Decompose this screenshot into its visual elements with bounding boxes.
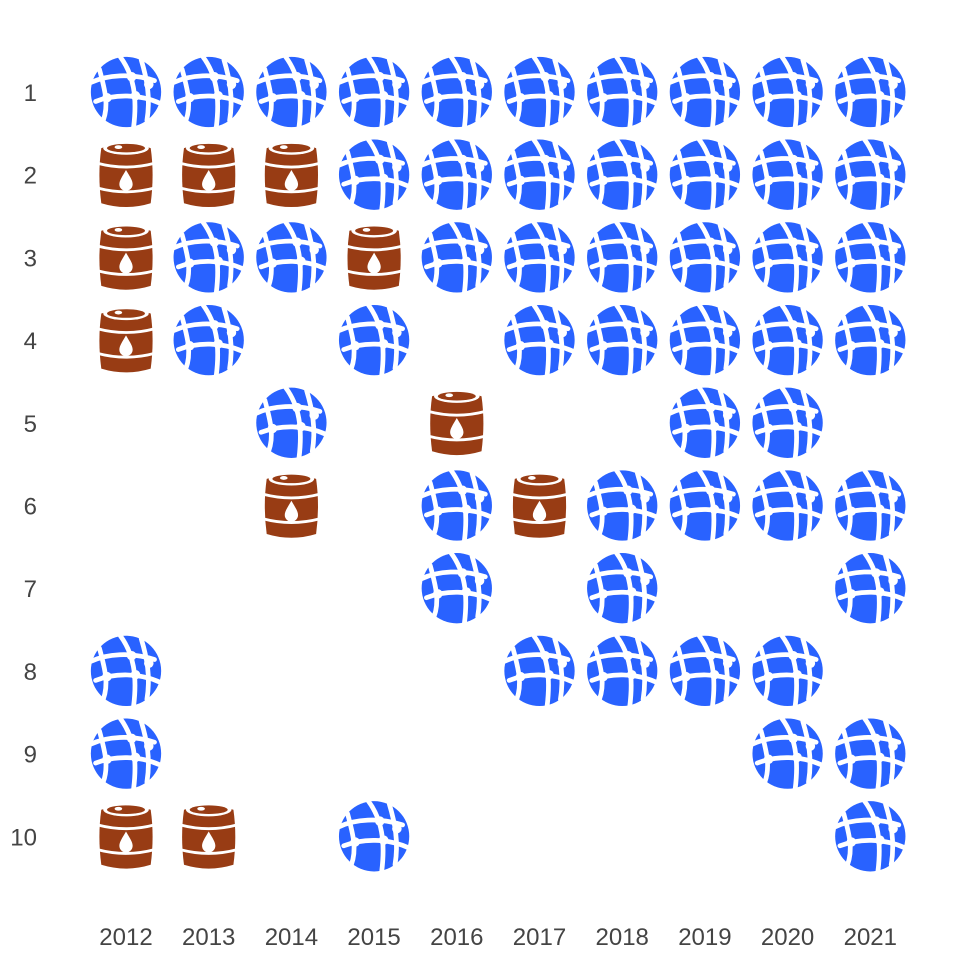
globe-network-icon — [835, 57, 905, 127]
globe-network-icon — [91, 636, 161, 706]
y-tick-label: 6 — [24, 494, 37, 521]
globe-network-icon — [504, 222, 574, 292]
globe-network-icon — [339, 801, 409, 871]
globe-network-icon — [752, 718, 822, 788]
y-axis-labels: 1 2 3 4 5 6 7 8 9 10 — [10, 80, 37, 851]
globe-network-icon — [752, 636, 822, 706]
globe-network-icon — [422, 222, 492, 292]
globe-network-icon — [256, 388, 326, 458]
oil-barrel-icon — [96, 305, 156, 374]
x-tick-label: 2017 — [513, 924, 566, 951]
globe-network-icon — [835, 305, 905, 375]
globe-network-icon — [256, 57, 326, 127]
oil-barrel-icon — [426, 388, 487, 457]
globe-network-icon — [670, 222, 740, 292]
globe-network-icon — [752, 470, 822, 540]
y-tick-label: 7 — [24, 576, 37, 603]
y-tick-label: 3 — [24, 245, 37, 272]
x-tick-label: 2015 — [347, 924, 400, 951]
y-tick-label: 9 — [24, 742, 37, 769]
globe-network-icon — [587, 140, 657, 210]
globe-network-icon — [339, 305, 409, 375]
y-tick-label: 2 — [24, 163, 37, 190]
y-tick-label: 8 — [24, 659, 37, 686]
oil-barrel-icon — [96, 222, 156, 292]
globe-network-icon — [587, 553, 657, 623]
globe-network-icon — [422, 470, 492, 540]
globe-network-icon — [339, 57, 409, 127]
globe-network-icon — [174, 57, 244, 127]
x-tick-label: 2018 — [596, 924, 649, 951]
x-tick-label: 2020 — [761, 924, 814, 951]
globe-network-icon — [504, 305, 574, 375]
globe-network-icon — [670, 470, 740, 540]
globe-network-icon — [835, 718, 905, 788]
globe-network-icon — [752, 305, 822, 375]
oil-barrel-icon — [178, 801, 239, 871]
x-tick-label: 2019 — [678, 924, 731, 951]
chart-icons — [91, 57, 906, 872]
globe-network-icon — [752, 140, 822, 210]
globe-network-icon — [91, 57, 161, 127]
globe-network-icon — [835, 222, 905, 292]
globe-network-icon — [835, 140, 905, 210]
x-tick-label: 2021 — [844, 924, 897, 951]
oil-barrel-icon — [509, 470, 570, 540]
x-axis-labels: 2012 2013 2014 2015 2016 2017 2018 2019 2020 2021 — [99, 924, 897, 951]
globe-network-icon — [587, 222, 657, 292]
oil-barrel-icon — [344, 222, 405, 292]
globe-network-icon — [174, 222, 244, 292]
globe-network-icon — [504, 57, 574, 127]
globe-network-icon — [504, 636, 574, 706]
y-tick-label: 4 — [24, 328, 37, 355]
globe-network-icon — [422, 553, 492, 623]
y-tick-label: 1 — [24, 80, 37, 107]
globe-network-icon — [670, 388, 740, 458]
globe-network-icon — [670, 57, 740, 127]
globe-network-icon — [670, 140, 740, 210]
x-tick-label: 2012 — [99, 924, 152, 951]
oil-barrel-icon — [261, 470, 322, 540]
globe-network-icon — [587, 470, 657, 540]
globe-network-icon — [670, 305, 740, 375]
globe-network-icon — [91, 718, 161, 788]
globe-network-icon — [752, 57, 822, 127]
globe-network-icon — [339, 140, 409, 210]
x-tick-label: 2016 — [430, 924, 483, 951]
y-tick-label: 10 — [10, 824, 37, 851]
globe-network-icon — [587, 57, 657, 127]
globe-network-icon — [174, 305, 244, 375]
x-tick-label: 2014 — [265, 924, 318, 951]
globe-network-icon — [422, 57, 492, 127]
y-tick-label: 5 — [24, 411, 37, 438]
globe-network-icon — [835, 553, 905, 623]
oil-barrel-icon — [178, 140, 239, 209]
globe-network-icon — [752, 388, 822, 458]
oil-barrel-icon — [96, 801, 156, 871]
globe-network-icon — [752, 222, 822, 292]
oil-barrel-icon — [96, 140, 156, 209]
globe-network-icon — [256, 222, 326, 292]
globe-network-icon — [422, 140, 492, 210]
globe-network-icon — [835, 801, 905, 871]
globe-network-icon — [670, 636, 740, 706]
oil-barrel-icon — [261, 140, 322, 209]
globe-network-icon — [587, 636, 657, 706]
globe-network-icon — [504, 140, 574, 210]
globe-network-icon — [587, 305, 657, 375]
x-tick-label: 2013 — [182, 924, 235, 951]
globe-network-icon — [835, 470, 905, 540]
